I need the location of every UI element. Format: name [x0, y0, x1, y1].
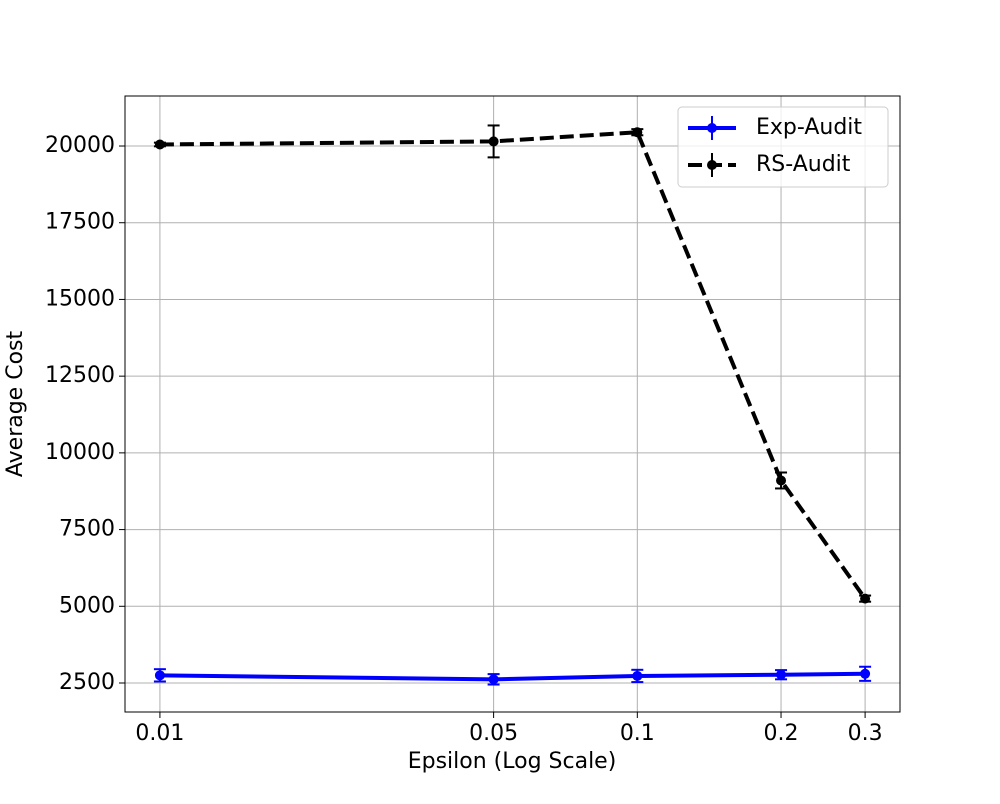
y-tick-label: 7500 [59, 517, 115, 542]
x-tick-label: 0.2 [764, 721, 799, 746]
marker [154, 670, 165, 681]
y-tick-label: 20000 [45, 133, 115, 158]
marker [860, 593, 871, 604]
legend-label: Exp-Audit [756, 115, 862, 140]
y-tick-label: 5000 [59, 593, 115, 618]
series-line [159, 671, 866, 682]
marker [488, 674, 499, 685]
y-tick-label: 10000 [45, 440, 115, 465]
marker [154, 139, 165, 150]
legend-marker [707, 160, 717, 170]
marker [632, 670, 643, 681]
legend-marker [707, 123, 717, 133]
y-tick-label: 15000 [45, 286, 115, 311]
y-tick-label: 12500 [45, 363, 115, 388]
x-tick-label: 0.05 [469, 721, 518, 746]
series-line [159, 130, 867, 600]
legend-label: RS-Audit [756, 152, 851, 177]
y-tick-label: 2500 [59, 670, 115, 695]
marker [860, 668, 871, 679]
x-tick-label: 0.01 [135, 721, 184, 746]
x-tick-label: 0.1 [620, 721, 655, 746]
x-tick-label: 0.3 [848, 721, 883, 746]
plot-frame [124, 95, 901, 713]
marker [776, 669, 787, 680]
y-axis-label: Average Cost [3, 331, 28, 478]
marker [776, 475, 787, 486]
marker [632, 127, 643, 138]
x-axis-label: Epsilon (Log Scale) [408, 749, 617, 774]
y-tick-label: 17500 [45, 210, 115, 235]
marker [488, 136, 499, 147]
